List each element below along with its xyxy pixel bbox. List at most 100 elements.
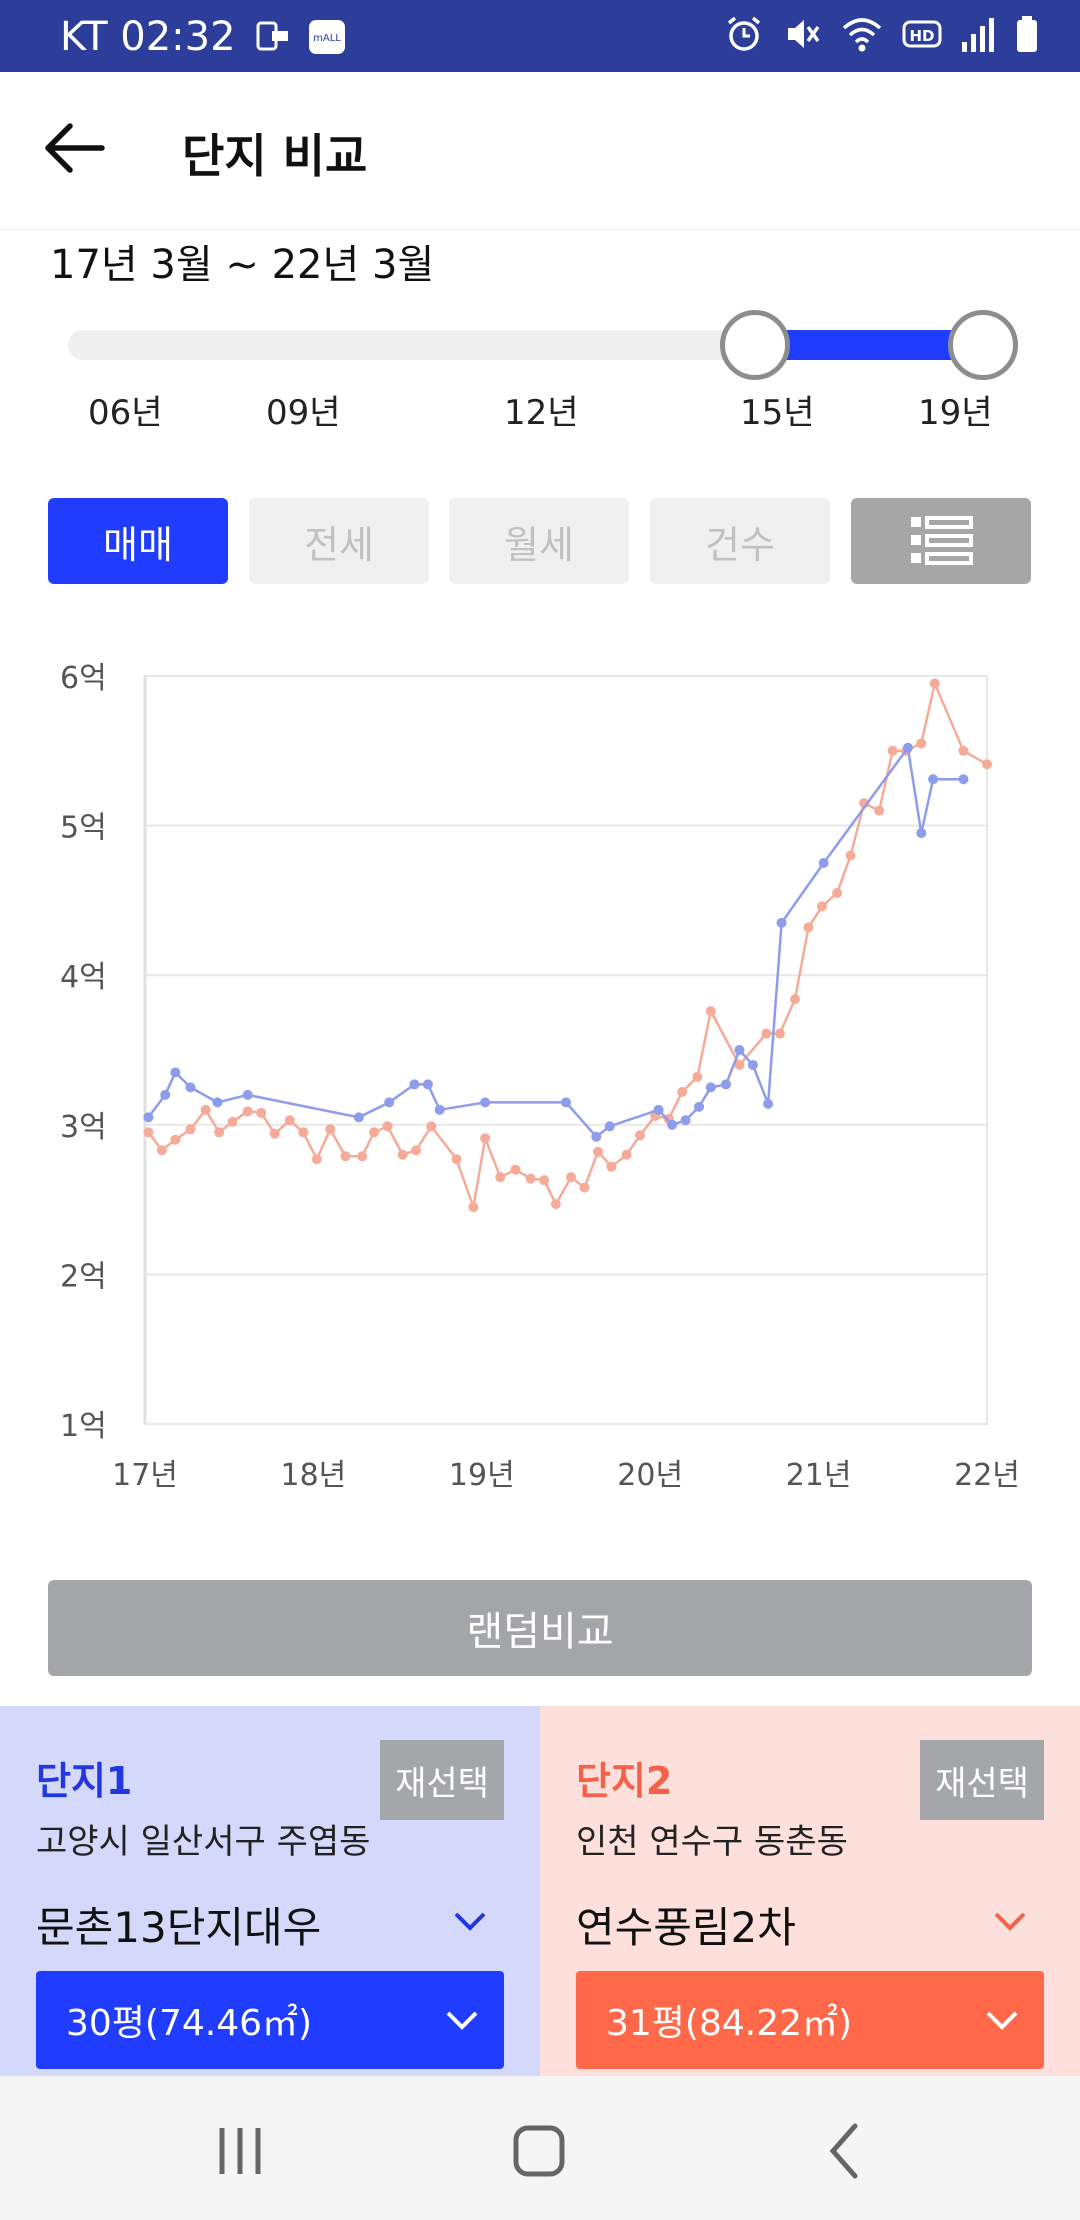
- data-point-1: [902, 742, 913, 753]
- data-point-2: [692, 1071, 703, 1082]
- data-point-2: [227, 1116, 238, 1127]
- price-chart: 6억 5억 4억 3억 2억 1억 17년 18년 19년 20년 21년 22년: [0, 640, 1080, 1520]
- chevron-down-icon[interactable]: [450, 1906, 490, 1936]
- tab-sale[interactable]: 매매: [48, 498, 228, 584]
- home-icon[interactable]: [500, 2116, 580, 2186]
- data-point-1: [720, 1079, 731, 1090]
- y-tick-label: 5억: [60, 811, 107, 846]
- data-point-2: [214, 1127, 225, 1138]
- complex-2-panel: 단지2 재선택 인천 연수구 동춘동 연수풍림2차 31평(84.22㎡): [540, 1706, 1080, 2076]
- x-tick-label: 21년: [786, 1458, 852, 1493]
- panel-title: 단지2: [576, 1759, 673, 1803]
- slider-end-thumb[interactable]: [948, 310, 1018, 380]
- data-point-2: [426, 1121, 437, 1132]
- random-compare-button[interactable]: 랜덤비교: [48, 1580, 1032, 1676]
- slider-tick: 19년: [918, 393, 993, 433]
- data-point-2: [256, 1107, 267, 1118]
- slider-start-thumb[interactable]: [720, 310, 790, 380]
- tab-jeonse[interactable]: 전세: [249, 498, 429, 584]
- region-label: 고양시 일산서구 주엽동: [36, 1822, 371, 1862]
- data-point-1: [916, 828, 927, 839]
- data-point-2: [468, 1202, 479, 1213]
- data-point-2: [832, 887, 843, 898]
- data-point-1: [680, 1115, 691, 1126]
- notification-icon: [256, 21, 288, 51]
- arrow-left-icon[interactable]: [40, 118, 110, 178]
- chevron-down-icon[interactable]: [990, 1906, 1030, 1936]
- data-point-2: [929, 678, 940, 689]
- data-point-1: [480, 1097, 491, 1108]
- data-point-2: [592, 1146, 603, 1157]
- data-point-2: [579, 1182, 590, 1193]
- data-point-2: [958, 745, 969, 756]
- data-point-2: [397, 1149, 408, 1160]
- data-point-1: [653, 1104, 664, 1115]
- data-point-2: [451, 1154, 462, 1165]
- apartment-name[interactable]: 문촌13단지대우: [36, 1903, 322, 1952]
- data-point-2: [170, 1134, 181, 1145]
- x-tick-label: 20년: [617, 1458, 683, 1493]
- panel-title: 단지1: [36, 1759, 133, 1803]
- data-point-1: [604, 1121, 615, 1132]
- chevron-down-icon: [986, 2011, 1018, 2030]
- plot-frame: [144, 675, 988, 1425]
- chevron-down-icon: [446, 2011, 478, 2030]
- series-line-2: [147, 679, 988, 1213]
- size-value: 31평(84.22㎡): [606, 2003, 853, 2044]
- slider-tick: 06년: [88, 393, 163, 433]
- data-point-1: [170, 1067, 181, 1078]
- data-point-2: [325, 1124, 336, 1135]
- data-point-1: [958, 774, 969, 785]
- apartment-name[interactable]: 연수풍림2차: [576, 1903, 796, 1952]
- wifi-icon: [842, 18, 882, 52]
- series-line-1: [147, 744, 964, 1139]
- data-point-2: [411, 1145, 422, 1156]
- data-point-2: [550, 1199, 561, 1210]
- tab-count[interactable]: 건수: [650, 498, 830, 584]
- carrier-time: KT 02:32: [60, 14, 236, 60]
- data-point-1: [160, 1089, 171, 1100]
- data-point-2: [606, 1161, 617, 1172]
- data-point-2: [845, 850, 856, 861]
- data-point-2: [525, 1173, 536, 1184]
- recent-apps-icon[interactable]: [200, 2116, 280, 2186]
- data-point-1: [185, 1082, 196, 1093]
- data-point-2: [269, 1128, 280, 1139]
- data-point-2: [677, 1086, 688, 1097]
- data-point-2: [539, 1175, 550, 1186]
- data-point-2: [382, 1121, 393, 1132]
- reselect-button[interactable]: 재선택: [920, 1740, 1044, 1820]
- back-icon[interactable]: [805, 2116, 885, 2186]
- complex-1-panel: 단지1 재선택 고양시 일산서구 주엽동 문촌13단지대우 30평(74.46㎡…: [0, 1706, 540, 2076]
- svg-text:HD: HD: [909, 27, 934, 45]
- list-view-button[interactable]: [851, 498, 1031, 584]
- system-nav-bar: [0, 2076, 1080, 2220]
- alarm-icon: [727, 16, 761, 51]
- list-icon: [911, 516, 973, 565]
- x-tick-label: 17년: [112, 1458, 178, 1493]
- status-bar: KT 02:32 mALL HD: [0, 0, 1080, 72]
- data-point-2: [916, 738, 927, 749]
- data-point-1: [591, 1131, 602, 1142]
- data-point-1: [353, 1112, 364, 1123]
- data-point-2: [242, 1106, 253, 1117]
- size-value: 30평(74.46㎡): [66, 2003, 313, 2044]
- tab-monthly-rent[interactable]: 월세: [449, 498, 629, 584]
- data-point-2: [340, 1151, 351, 1162]
- y-tick-label: 3억: [60, 1110, 107, 1145]
- slider-tick: 12년: [504, 393, 579, 433]
- data-point-2: [357, 1151, 368, 1162]
- data-point-2: [185, 1124, 196, 1135]
- y-tick-label: 6억: [60, 661, 107, 696]
- svg-text:mALL: mALL: [313, 33, 341, 44]
- data-point-2: [887, 745, 898, 756]
- size-select[interactable]: 30평(74.46㎡): [36, 1971, 504, 2069]
- data-point-2: [761, 1028, 772, 1039]
- battery-icon: [1017, 16, 1037, 52]
- data-point-2: [495, 1172, 506, 1183]
- x-tick-label: 19년: [449, 1458, 515, 1493]
- reselect-button[interactable]: 재선택: [380, 1740, 504, 1820]
- size-select[interactable]: 31평(84.22㎡): [576, 1971, 1044, 2069]
- data-point-1: [143, 1112, 154, 1123]
